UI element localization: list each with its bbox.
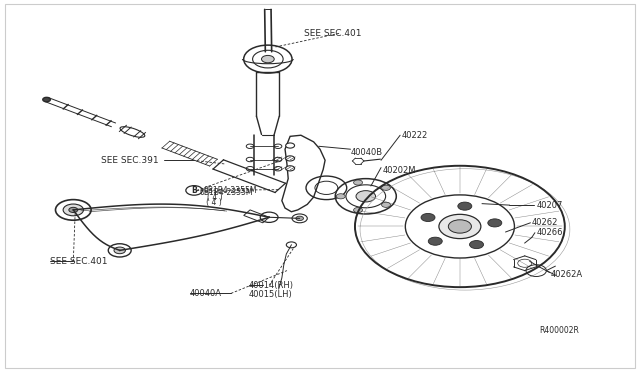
Circle shape — [336, 194, 345, 199]
Circle shape — [428, 237, 442, 245]
Circle shape — [69, 207, 77, 212]
Circle shape — [488, 219, 502, 227]
Circle shape — [458, 202, 472, 210]
Text: 40015(LH): 40015(LH) — [249, 290, 292, 299]
Circle shape — [449, 220, 472, 233]
Text: R400002R: R400002R — [540, 326, 579, 335]
Circle shape — [43, 97, 51, 102]
Text: ( 4 ): ( 4 ) — [207, 193, 223, 202]
Text: 40040A: 40040A — [189, 289, 221, 298]
Text: 40014(RH): 40014(RH) — [249, 281, 294, 290]
Circle shape — [186, 186, 202, 195]
Circle shape — [353, 208, 362, 213]
Text: B: B — [191, 186, 197, 195]
Circle shape — [470, 241, 484, 248]
Text: 0B1B4-2355M
   ( 4 ): 0B1B4-2355M ( 4 ) — [199, 188, 253, 208]
Text: SEE SEC.401: SEE SEC.401 — [304, 29, 362, 38]
Circle shape — [285, 156, 294, 161]
Text: 40040B: 40040B — [351, 148, 383, 157]
Circle shape — [114, 247, 125, 254]
Text: 40262A: 40262A — [551, 270, 583, 279]
Circle shape — [285, 166, 294, 171]
Circle shape — [63, 204, 83, 216]
Text: 40222: 40222 — [401, 131, 428, 140]
Text: SEE SEC.401: SEE SEC.401 — [50, 257, 108, 266]
Circle shape — [353, 180, 362, 185]
Circle shape — [285, 143, 294, 148]
Circle shape — [421, 214, 435, 221]
Circle shape — [356, 190, 376, 202]
Text: 40266: 40266 — [536, 228, 563, 237]
Circle shape — [439, 214, 481, 238]
Circle shape — [262, 55, 274, 63]
Circle shape — [381, 202, 390, 207]
Text: 40202M: 40202M — [382, 166, 416, 175]
Text: 0B1B4-2355M: 0B1B4-2355M — [204, 186, 257, 195]
Circle shape — [381, 185, 390, 190]
Text: 40262: 40262 — [532, 218, 558, 227]
Text: 40207: 40207 — [536, 201, 563, 210]
Circle shape — [296, 216, 303, 221]
Text: SEE SEC.391: SEE SEC.391 — [100, 156, 158, 165]
